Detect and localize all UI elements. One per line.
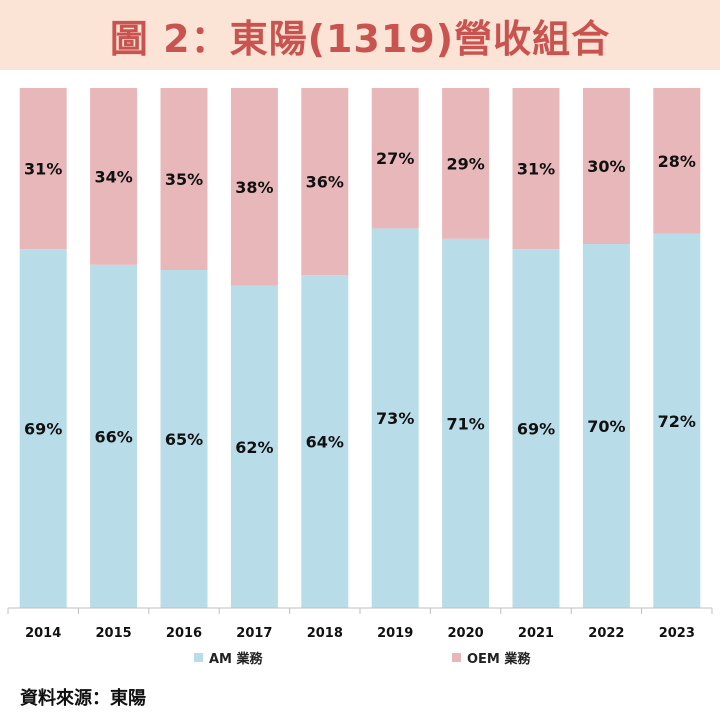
data-label-am-2021: 69%	[517, 420, 555, 439]
x-tick-label-2015: 2015	[96, 626, 132, 641]
title-bar: 圖 2：東陽(1319)營收組合	[0, 0, 720, 70]
data-label-am-2022: 70%	[587, 417, 625, 436]
bar-oem-2019	[371, 88, 419, 229]
bar-am-2020	[442, 238, 490, 609]
bar-am-2019	[371, 228, 419, 608]
data-label-am-2017: 62%	[235, 438, 273, 457]
x-tick-label-2019: 2019	[377, 626, 413, 641]
data-label-oem-2020: 29%	[446, 154, 484, 173]
data-label-oem-2021: 31%	[517, 160, 555, 179]
x-tick-label-2016: 2016	[166, 626, 202, 641]
bar-oem-2016	[160, 88, 208, 270]
data-label-am-2018: 64%	[306, 433, 344, 452]
bar-oem-2018	[301, 88, 349, 276]
bar-oem-2017	[230, 88, 278, 286]
bar-am-2018	[301, 275, 349, 608]
x-tick-label-2022: 2022	[588, 626, 624, 641]
data-label-oem-2019: 27%	[376, 149, 414, 168]
data-label-oem-2014: 31%	[24, 160, 62, 179]
data-label-am-2015: 66%	[94, 427, 132, 446]
bar-am-2017	[230, 285, 278, 608]
x-tick-label-2021: 2021	[518, 626, 554, 641]
bar-am-2023	[653, 233, 701, 608]
data-label-oem-2023: 28%	[658, 152, 696, 171]
bar-oem-2023	[653, 88, 701, 234]
legend-item-am: AM 業務	[194, 648, 263, 667]
data-label-oem-2015: 34%	[94, 167, 132, 186]
legend-label-oem: OEM 業務	[467, 652, 531, 667]
data-label-oem-2022: 30%	[587, 157, 625, 176]
bar-am-2014	[19, 249, 67, 608]
x-tick-label-2014: 2014	[25, 626, 61, 641]
bar-oem-2014	[19, 88, 67, 250]
legend: AM 業務 OEM 業務	[0, 648, 720, 667]
source-note: 資料來源：東陽	[20, 688, 146, 709]
data-label-oem-2016: 35%	[165, 170, 203, 189]
x-tick-label-2023: 2023	[659, 626, 695, 641]
x-tick-label-2018: 2018	[307, 626, 343, 641]
data-label-am-2023: 72%	[658, 412, 696, 431]
x-tick-label-2017: 2017	[236, 626, 272, 641]
bar-oem-2020	[442, 88, 490, 239]
data-label-am-2016: 65%	[165, 430, 203, 449]
x-tick-label-2020: 2020	[448, 626, 484, 641]
data-label-oem-2018: 36%	[306, 173, 344, 192]
data-label-am-2020: 71%	[446, 414, 484, 433]
data-label-am-2014: 69%	[24, 420, 62, 439]
bar-am-2015	[90, 264, 138, 608]
legend-swatch-am	[194, 653, 203, 662]
bar-am-2022	[582, 244, 630, 608]
bar-oem-2015	[90, 88, 138, 265]
legend-item-oem: OEM 業務	[452, 648, 530, 667]
bar-oem-2021	[512, 88, 560, 250]
legend-swatch-oem	[452, 653, 461, 662]
bar-am-2021	[512, 249, 560, 608]
data-label-am-2019: 73%	[376, 409, 414, 428]
stacked-bar-chart: 69% 31% 2014 66% 34% 2015 65% 35% 2016 62% 38% 2017…	[7, 88, 713, 641]
data-label-oem-2017: 38%	[235, 178, 273, 197]
bar-oem-2022	[582, 88, 630, 244]
bar-am-2016	[160, 270, 208, 608]
chart-title: 圖 2：東陽(1319)營收組合	[109, 16, 611, 61]
legend-label-am: AM 業務	[209, 652, 263, 667]
